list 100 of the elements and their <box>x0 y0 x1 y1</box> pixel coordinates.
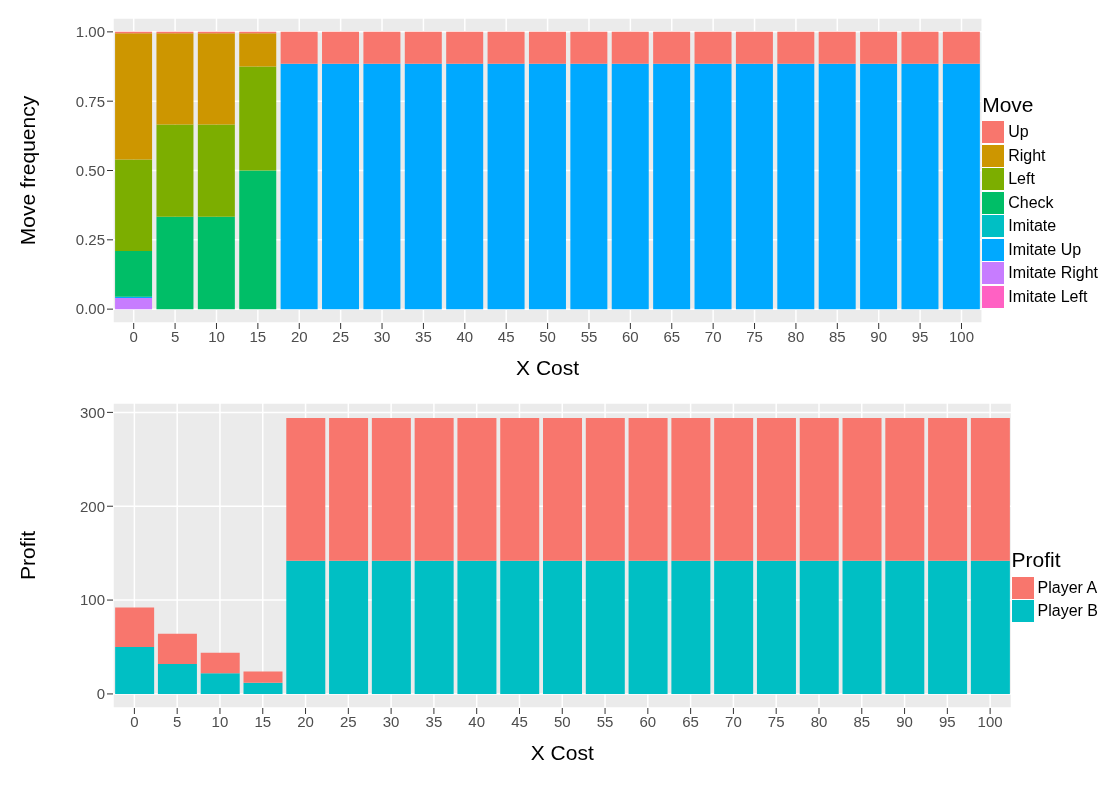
bar <box>363 63 401 310</box>
x-tick-label: 60 <box>639 712 657 730</box>
bar <box>322 31 360 64</box>
bar <box>329 418 369 561</box>
legend-label: Player B <box>1037 602 1098 621</box>
bar <box>799 418 839 561</box>
bar <box>197 33 235 125</box>
bar <box>200 652 240 674</box>
bar <box>322 63 360 310</box>
bar <box>628 418 668 561</box>
bar <box>500 418 540 561</box>
y-axis-title: Move frequency <box>16 95 40 246</box>
bar <box>818 63 856 310</box>
legend-label: Imitate Right <box>1008 264 1098 283</box>
x-axis-title: X Cost <box>516 356 580 379</box>
bar <box>585 418 625 561</box>
y-tick-label: 0 <box>96 685 105 703</box>
legend-label: Imitate Up <box>1008 240 1082 259</box>
bar <box>197 216 235 310</box>
bar <box>942 63 980 310</box>
bar <box>243 682 283 694</box>
x-tick-label: 40 <box>456 327 474 345</box>
bar <box>777 31 815 64</box>
x-tick-label: 70 <box>704 327 722 345</box>
x-tick-label: 95 <box>911 327 929 345</box>
bar <box>280 31 318 64</box>
x-tick-label: 85 <box>828 327 846 345</box>
legend-label: Imitate Left <box>1008 287 1088 306</box>
x-tick-label: 15 <box>249 327 267 345</box>
bar <box>414 560 454 694</box>
bar <box>371 418 411 561</box>
bar <box>818 31 856 64</box>
bar <box>842 418 882 561</box>
bar <box>243 671 283 683</box>
y-axis-title: Profit <box>16 530 40 581</box>
bar <box>115 33 153 160</box>
x-tick-label: 20 <box>297 712 314 730</box>
bar <box>115 647 155 694</box>
bar <box>371 560 411 694</box>
bar <box>457 560 497 694</box>
x-tick-label: 5 <box>170 327 180 345</box>
x-tick-label: 65 <box>663 327 681 345</box>
x-tick-label: 50 <box>553 712 571 730</box>
bar <box>156 33 194 125</box>
bar <box>694 31 732 64</box>
x-tick-label: 10 <box>211 712 229 730</box>
bar <box>756 560 796 694</box>
bar <box>970 560 1010 694</box>
y-tick-label: 1.00 <box>75 23 105 41</box>
x-axis-title: X Cost <box>530 741 594 764</box>
x-tick-label: 45 <box>497 327 515 345</box>
y-tick-label: 0.00 <box>75 300 105 318</box>
x-tick-label: 50 <box>539 327 556 345</box>
x-tick-label: 90 <box>896 712 913 730</box>
x-tick-label: 95 <box>939 712 956 730</box>
legend-label: Player A <box>1037 578 1098 597</box>
bar <box>197 124 235 217</box>
bar <box>885 418 925 561</box>
bar <box>446 31 484 64</box>
bar <box>671 560 711 694</box>
x-tick-label: 40 <box>468 712 486 730</box>
x-tick-label: 100 <box>977 712 1003 730</box>
x-tick-label: 55 <box>596 712 614 730</box>
bar <box>500 560 540 694</box>
bar <box>487 31 525 64</box>
bar <box>457 418 497 561</box>
x-tick-label: 0 <box>130 712 139 730</box>
bar <box>363 31 401 64</box>
legend-label: Imitate <box>1008 217 1057 236</box>
bar <box>799 560 839 694</box>
x-tick-label: 90 <box>870 327 888 345</box>
bar <box>414 418 454 561</box>
bar <box>901 63 939 310</box>
legend-label: Right <box>1008 146 1046 165</box>
x-tick-label: 60 <box>622 327 639 345</box>
x-tick-label: 65 <box>682 712 699 730</box>
x-tick-label: 5 <box>173 712 182 730</box>
x-tick-label: 80 <box>787 327 805 345</box>
x-tick-label: 75 <box>746 327 763 345</box>
bar <box>115 159 153 251</box>
bar <box>329 560 369 694</box>
bar <box>714 560 754 694</box>
bar <box>860 63 898 310</box>
bar <box>942 31 980 64</box>
bar <box>970 418 1010 561</box>
x-tick-label: 20 <box>290 327 308 345</box>
bar <box>446 63 484 310</box>
bar <box>115 250 153 297</box>
x-tick-label: 10 <box>208 327 225 345</box>
y-tick-label: 200 <box>79 497 105 515</box>
bar <box>694 63 732 310</box>
bar <box>885 560 925 694</box>
x-tick-label: 55 <box>580 327 598 345</box>
x-tick-label: 15 <box>254 712 272 730</box>
x-tick-label: 35 <box>425 712 443 730</box>
bar <box>528 31 566 64</box>
bar <box>239 66 277 171</box>
bar <box>404 31 442 64</box>
bar <box>528 63 566 310</box>
bar <box>156 216 194 310</box>
